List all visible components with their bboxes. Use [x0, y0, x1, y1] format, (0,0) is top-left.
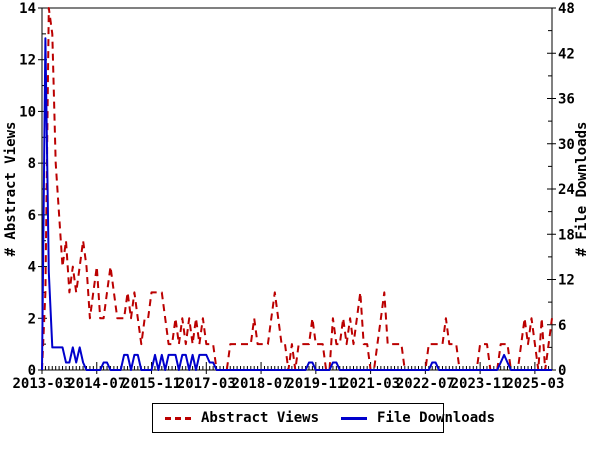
left-axis-tick-label: 12 — [19, 53, 36, 69]
right-axis-tick-label: 18 — [558, 227, 575, 243]
x-axis-tick-label: 2018-07 — [232, 376, 291, 392]
right-axis-tick-label: 30 — [558, 137, 575, 153]
legend-box: Abstract Views File Downloads — [152, 403, 495, 433]
legend-item-abstract-views: Abstract Views — [165, 410, 319, 426]
left-axis-tick-label: 2 — [28, 311, 36, 327]
right-axis-tick-label: 0 — [558, 363, 566, 379]
right-axis-tick-label: 6 — [558, 318, 566, 334]
left-axis-title: # Abstract Views — [3, 122, 19, 257]
x-axis-tick-label: 2014-07 — [67, 376, 126, 392]
legend-item-file-downloads: File Downloads — [341, 410, 495, 426]
x-axis-tick-label: 2017-03 — [177, 376, 236, 392]
file-downloads-line — [41, 37, 552, 371]
left-axis-tick-label: 6 — [28, 208, 36, 224]
x-axis-tick-label: 2023-11 — [451, 376, 510, 392]
file-downloads-line-swatch — [341, 416, 368, 420]
abstract-views-line — [41, 7, 553, 371]
right-axis-tick-label: 42 — [558, 46, 575, 62]
x-axis-tick-label: 2022-07 — [396, 376, 455, 392]
file-downloads-legend-label: File Downloads — [377, 410, 496, 426]
x-axis-tick-label: 2019-11 — [286, 376, 345, 392]
left-axis-tick-label: 8 — [28, 156, 36, 172]
abstract-views-legend-label: Abstract Views — [201, 410, 320, 426]
x-axis-tick-label: 2013-03 — [12, 376, 71, 392]
right-axis-tick-label: 36 — [558, 92, 575, 108]
x-axis-tick-label: 2021-03 — [341, 376, 400, 392]
right-axis-title: # File Downloads — [574, 122, 590, 257]
abstract-views-line-swatch — [165, 416, 191, 420]
left-axis-tick-label: 4 — [28, 260, 36, 276]
right-axis-tick-label: 24 — [558, 182, 575, 198]
left-axis-tick-label: 10 — [19, 104, 36, 120]
right-axis-tick-label: 48 — [558, 1, 575, 17]
x-axis-tick-label: 2015-11 — [122, 376, 181, 392]
x-axis-tick-label: 2025-03 — [505, 376, 564, 392]
right-axis-tick-label: 12 — [558, 273, 575, 289]
plot-frame — [41, 7, 553, 371]
left-axis-tick-label: 0 — [28, 363, 36, 379]
left-axis-tick-label: 14 — [19, 1, 36, 17]
